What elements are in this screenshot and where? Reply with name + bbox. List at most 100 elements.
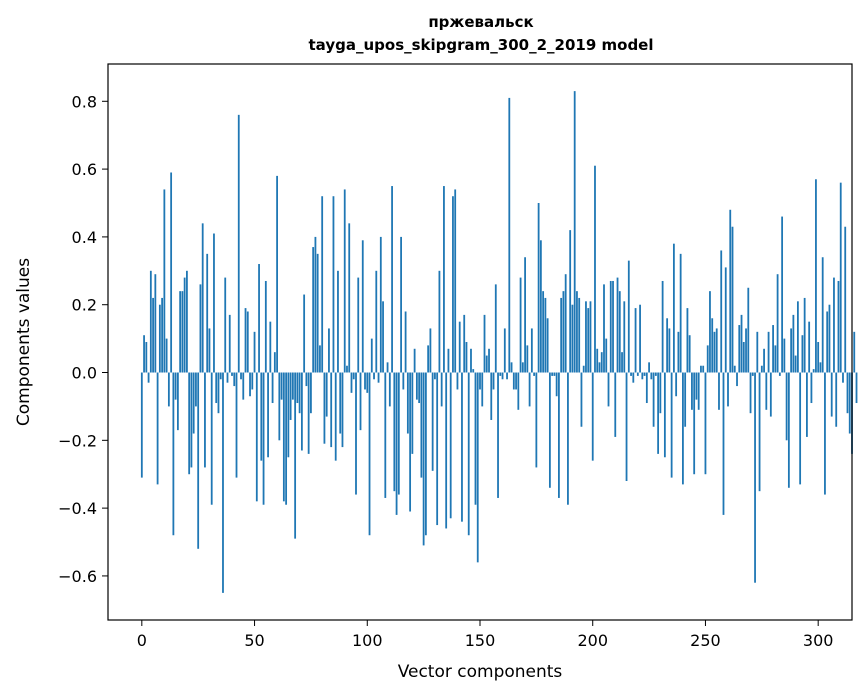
bar: [510, 362, 513, 373]
bar: [616, 277, 619, 373]
bar: [397, 372, 400, 495]
bar: [609, 280, 612, 373]
bar: [650, 372, 653, 380]
bar: [402, 372, 405, 390]
bar: [853, 331, 856, 373]
bar: [503, 328, 506, 373]
bar: [429, 328, 432, 373]
bar: [456, 372, 459, 390]
bar: [555, 372, 558, 397]
x-tick-label: 0: [137, 631, 147, 650]
x-tick-label: 50: [244, 631, 264, 650]
bar: [490, 372, 493, 420]
bar: [677, 331, 680, 373]
bar: [524, 257, 526, 373]
bar: [742, 342, 745, 373]
bar: [580, 372, 583, 427]
bar: [661, 280, 664, 373]
bar: [273, 352, 276, 373]
bar: [474, 372, 477, 505]
bar: [170, 172, 173, 373]
plot-frame: [107, 63, 853, 621]
bar: [855, 372, 858, 404]
bar: [686, 308, 689, 373]
bar: [731, 226, 734, 373]
bar: [745, 328, 747, 373]
bar: [499, 372, 502, 376]
bar: [749, 372, 752, 414]
bar: [393, 372, 396, 492]
bar: [422, 372, 425, 546]
bar: [790, 328, 793, 373]
bar: [431, 372, 434, 471]
bar: [339, 372, 342, 434]
bar: [222, 372, 224, 593]
bar: [806, 372, 808, 437]
bar: [467, 372, 470, 536]
bar: [158, 304, 161, 373]
bar: [835, 372, 838, 427]
bar: [614, 372, 617, 437]
bar: [384, 372, 387, 498]
x-tick-label: 250: [690, 631, 721, 650]
bar: [587, 308, 590, 373]
bar: [815, 179, 817, 373]
bar: [483, 314, 486, 373]
bar: [282, 372, 285, 502]
bar: [244, 308, 247, 373]
bar: [824, 372, 826, 495]
bar: [424, 372, 427, 536]
bar: [192, 372, 195, 434]
bar: [526, 345, 529, 373]
bar: [506, 372, 508, 380]
bar: [294, 372, 297, 539]
bar: [373, 372, 375, 380]
bar: [747, 287, 750, 373]
bar: [264, 280, 267, 373]
bar: [328, 328, 330, 373]
bar: [199, 284, 202, 373]
bar: [224, 277, 227, 373]
chart-title: пржевальск: [428, 13, 533, 31]
bar: [280, 372, 283, 400]
bar: [803, 297, 806, 373]
bar: [494, 284, 497, 373]
bar: [558, 372, 560, 498]
bar: [783, 338, 786, 373]
bar: [634, 308, 637, 373]
bar: [663, 372, 666, 458]
bar: [564, 274, 567, 373]
bar: [754, 372, 756, 583]
bar: [571, 304, 574, 373]
bar: [260, 372, 263, 461]
bar: [682, 372, 684, 485]
bar: [463, 314, 466, 373]
y-tick-label: 0.6: [72, 160, 97, 179]
bar: [598, 362, 601, 373]
bar: [697, 372, 700, 410]
y-tick-label: −0.2: [58, 431, 97, 450]
bar: [253, 331, 256, 373]
bar: [641, 372, 644, 380]
bar: [406, 372, 409, 434]
bar: [343, 189, 346, 373]
bar: [350, 372, 353, 393]
y-tick-label: 0.8: [72, 92, 97, 111]
bar: [436, 372, 439, 526]
bar: [161, 297, 164, 373]
y-ticks: −0.6 −0.4 −0.2 0.0 0.2 0.4 0.6 0.8: [58, 92, 108, 586]
bar: [796, 301, 799, 373]
bar: [605, 338, 608, 373]
bar: [711, 318, 714, 373]
bar: [386, 362, 389, 373]
bar: [582, 365, 585, 373]
bar: [470, 348, 472, 373]
bar: [298, 372, 301, 414]
bar: [357, 277, 360, 373]
bar: [242, 372, 245, 400]
bar: [269, 321, 272, 373]
bar: [352, 372, 355, 380]
bar: [654, 372, 657, 376]
bar: [573, 91, 576, 373]
bar: [801, 335, 804, 373]
